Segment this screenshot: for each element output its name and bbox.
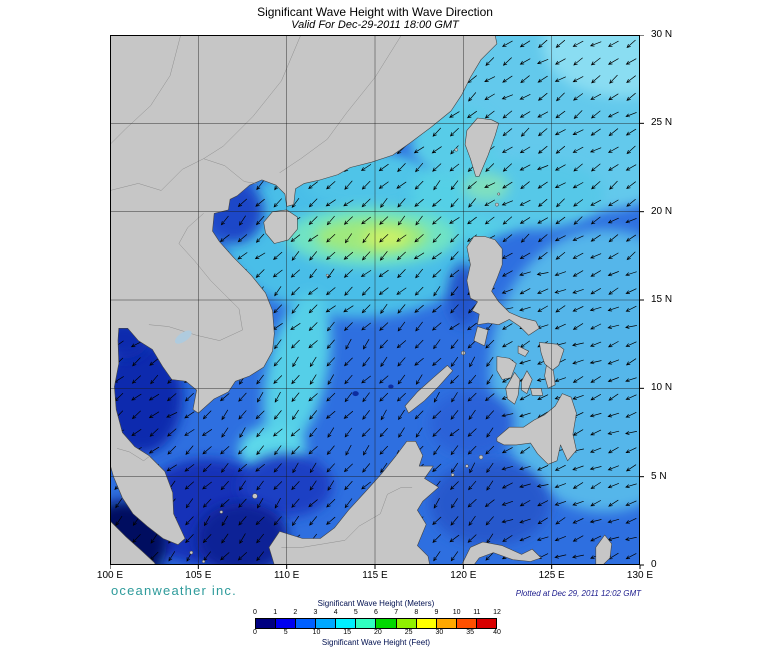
colorbar-cell: [396, 619, 417, 628]
plotted-timestamp: Plotted at Dec 29, 2011 12:02 GMT: [515, 589, 641, 598]
meters-tick-label: 11: [473, 609, 481, 616]
lat-axis-label: 0: [651, 559, 657, 570]
meters-tick-label: 1: [273, 609, 278, 616]
feet-tick-label: 10: [312, 629, 321, 636]
meters-tick-label: 12: [493, 609, 501, 616]
feet-tick-label: 30: [435, 629, 444, 636]
meters-tick-label: 7: [394, 609, 399, 616]
lat-axis-label: 20 N: [651, 205, 673, 217]
wave-height-map: [109, 34, 644, 569]
meters-tick-label: 6: [374, 609, 378, 616]
colorbar-cell: [416, 619, 437, 628]
map-plot-area: [109, 34, 651, 576]
colorbar-cell: [336, 619, 357, 628]
meters-tick-label: 5: [353, 609, 358, 616]
chart-valid-time: Valid For Dec-29-2011 18:00 GMT: [291, 19, 459, 31]
colorbar-cell: [296, 619, 317, 628]
lat-axis-label: 10 N: [651, 382, 673, 394]
meters-tick-label: 9: [434, 609, 439, 616]
oceanweather-logo: oceanweather inc.: [111, 583, 237, 598]
feet-tick-label: 35: [466, 629, 475, 636]
meters-tick-label: 4: [333, 609, 338, 616]
feet-scale-labels: 0 5 10 15 20 25 30 35 40: [253, 629, 501, 638]
colorbar-cell: [256, 619, 277, 628]
meters-tick-label: 8: [414, 609, 419, 616]
feet-tick-label: 5: [283, 629, 288, 636]
meters-tick-label: 0: [253, 609, 257, 616]
lat-axis-label: 25 N: [651, 117, 673, 129]
feet-tick-label: 25: [404, 629, 413, 636]
colorbar-cell: [376, 619, 397, 628]
meters-tick-label: 3: [313, 609, 318, 616]
feet-tick-label: 15: [343, 629, 352, 636]
feet-tick-label: 40: [493, 629, 501, 636]
meters-scale-labels: 0 1 2 3 4 5 6 7 8 9 10 11 12: [253, 609, 501, 618]
lat-axis-label: 15 N: [651, 294, 673, 305]
meters-tick-label: 10: [452, 609, 461, 616]
colorbar: [255, 618, 497, 629]
meters-tick-label: 2: [293, 609, 298, 616]
chart-title: Significant Wave Height with Wave Direct…: [257, 5, 493, 19]
colorbar-cell: [356, 619, 377, 628]
lat-axis-label: 30 N: [651, 29, 673, 40]
colorbar-cell: [436, 619, 457, 628]
colorbar-cell: [476, 619, 496, 628]
feet-tick-label: 0: [253, 629, 257, 636]
colorbar-cell: [276, 619, 297, 628]
legend-title-feet: Significant Wave Height (Feet): [321, 638, 431, 647]
feet-tick-label: 20: [374, 629, 382, 636]
colorbar-cell: [456, 619, 477, 628]
legend-title-meters: Significant Wave Height (Meters): [317, 599, 435, 608]
colorbar-cell: [316, 619, 337, 628]
lat-axis-label: 5 N: [651, 470, 667, 482]
